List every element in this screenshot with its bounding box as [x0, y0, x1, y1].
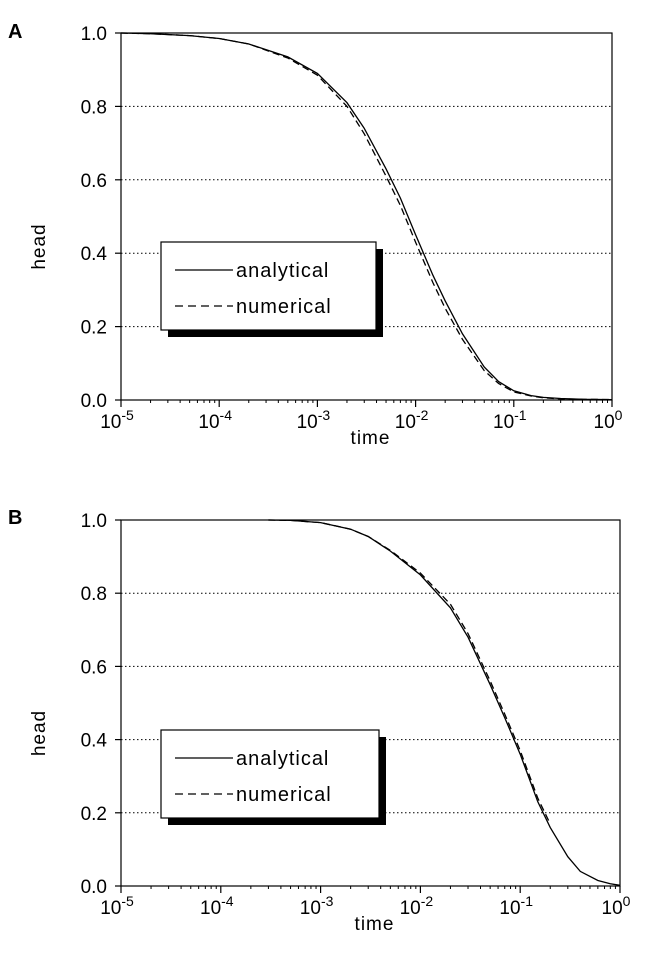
series-line-analytical [120, 32, 613, 401]
y-axis: 0.0 0.2 0.4 0.6 0.8 1.0 [81, 511, 121, 898]
series-line-numerical [120, 32, 613, 401]
y-tick-label: 1.0 [81, 511, 107, 532]
legend: analytical numerical [160, 241, 383, 337]
series-line-numerical [268, 519, 551, 825]
x-tick-label: 10-4 [198, 407, 232, 433]
y-tick-label: 0.4 [81, 244, 108, 265]
panel-label-a: A [8, 21, 22, 43]
legend-label-numerical: numerical [236, 784, 332, 806]
y-tick-label: 0.4 [81, 731, 108, 752]
series-line-analytical [268, 519, 621, 886]
y-tick-label: 0.2 [81, 804, 107, 825]
x-axis: 10-5 10-4 10-3 10-2 10-1 100 [100, 886, 631, 919]
x-tick-label: 10-5 [100, 893, 134, 919]
y-tick-label: 1.0 [81, 24, 107, 45]
y-tick-label: 0.8 [81, 97, 107, 118]
legend-label-analytical: analytical [236, 260, 329, 282]
legend: analytical numerical [160, 729, 386, 825]
legend-label-analytical: analytical [236, 748, 329, 770]
y-axis-title: head [29, 710, 50, 756]
legend-label-numerical: numerical [236, 296, 332, 318]
x-tick-label: 10-1 [499, 893, 533, 919]
plot-area [120, 32, 613, 401]
curves [268, 519, 621, 886]
chart-panel-b: B 0.00.20.40.60.81.0 10-5 10-4 10-3 10-2 10-… [8, 507, 631, 935]
legend-box [160, 729, 380, 819]
y-tick-label: 0.0 [81, 391, 107, 412]
x-axis-title: time [355, 914, 395, 935]
x-axis-title: time [351, 428, 391, 449]
panel-label-b: B [8, 507, 22, 529]
x-tick-label: 10-2 [395, 407, 429, 433]
x-tick-label: 100 [594, 407, 623, 433]
curves [120, 32, 613, 401]
x-tick-label: 10-4 [200, 893, 234, 919]
y-tick-label: 0.6 [81, 171, 107, 192]
x-tick-label: 100 [602, 893, 631, 919]
legend-box [160, 241, 377, 331]
y-tick-label: 0.0 [81, 877, 107, 898]
y-tick-label: 0.8 [81, 584, 107, 605]
y-tick-label: 0.2 [81, 318, 107, 339]
plot-area [120, 519, 621, 887]
x-tick-label: 10-5 [100, 407, 134, 433]
x-axis: 10-5 10-4 10-3 10-2 10-1 100 [100, 400, 623, 433]
chart-panel-a: A 0.00.20.40.60.81.0 10-5 10-4 10-3 10-2 10-… [8, 21, 623, 449]
y-tick-label: 0.6 [81, 657, 107, 678]
x-tick-label: 10-2 [400, 893, 434, 919]
x-tick-label: 10-3 [297, 407, 331, 433]
x-tick-label: 10-3 [300, 893, 334, 919]
y-axis-title: head [29, 223, 50, 269]
y-axis: 0.0 0.2 0.4 0.6 0.8 1.0 [81, 24, 121, 412]
x-tick-label: 10-1 [493, 407, 527, 433]
